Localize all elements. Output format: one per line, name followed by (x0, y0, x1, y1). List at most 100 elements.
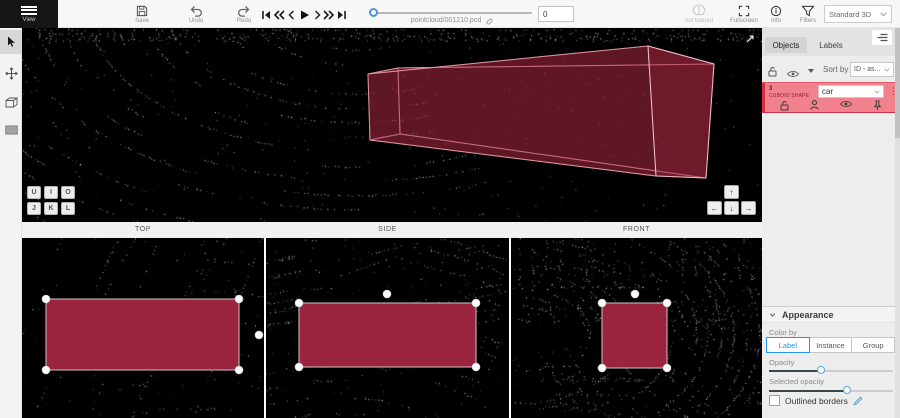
eye-icon (786, 71, 800, 77)
undo-button[interactable]: Undo (182, 2, 210, 26)
selected-opacity-slider-handle[interactable] (843, 386, 852, 394)
fast-rewind-icon (273, 10, 285, 20)
object-assignee-button[interactable] (810, 100, 819, 111)
rotate-handle[interactable] (382, 289, 392, 299)
corner-handle[interactable] (597, 363, 607, 373)
expand-all-caret[interactable] (808, 69, 814, 76)
object-lock-button[interactable] (780, 100, 789, 111)
side-view-label: SIDE (378, 226, 397, 233)
chevron-down-icon (874, 89, 880, 94)
rotate-handle[interactable] (630, 289, 640, 299)
cuboid-tool-button[interactable] (0, 90, 22, 114)
redo-button[interactable]: Redo (230, 2, 258, 26)
key-l-button[interactable]: L (61, 202, 75, 215)
play-button[interactable] (298, 8, 310, 20)
timeline-slider[interactable] (369, 8, 532, 17)
object-visibility-button[interactable] (840, 100, 852, 111)
previous-frame-button[interactable] (286, 8, 298, 20)
info-button[interactable]: Info (764, 2, 788, 26)
undo-label: Undo (188, 17, 204, 24)
panel-list-button[interactable] (872, 30, 892, 45)
skip-to-end-button[interactable] (336, 8, 348, 20)
top-view-panel[interactable] (22, 238, 264, 418)
corner-handle[interactable] (662, 298, 672, 308)
next-frame-button[interactable] (311, 8, 323, 20)
key-k-button[interactable]: K (44, 202, 58, 215)
object-more-button[interactable]: ⋮ (889, 86, 898, 96)
move-tool-button[interactable] (0, 61, 22, 85)
save-label: Save (135, 17, 149, 24)
corner-handle[interactable] (662, 363, 672, 373)
next-icon (315, 10, 321, 20)
selected-opacity-slider[interactable] (769, 386, 893, 394)
appearance-header[interactable]: Appearance (762, 306, 900, 323)
timeline-slider-handle[interactable] (369, 8, 378, 17)
panel-scrollbar-thumb[interactable] (895, 28, 900, 138)
object-pin-button[interactable] (873, 100, 882, 111)
color-by-label-button[interactable]: Label (766, 337, 810, 353)
expand-view-button[interactable] (745, 34, 755, 44)
sort-value: ID - as... (854, 66, 881, 73)
sort-select[interactable]: ID - as... (850, 62, 894, 77)
fullscreen-button[interactable]: Fullscreen (728, 2, 760, 26)
color-by-instance-button[interactable]: Instance (808, 337, 853, 353)
select-tool-button[interactable] (0, 30, 22, 54)
annotation-rect-side[interactable] (298, 302, 477, 368)
fast-forward-button[interactable] (323, 8, 335, 20)
corner-handle[interactable] (294, 298, 304, 308)
opacity-slider[interactable] (769, 366, 893, 374)
key-u-button[interactable]: U (27, 186, 41, 199)
corner-handle[interactable] (471, 362, 481, 372)
corner-handle[interactable] (471, 298, 481, 308)
side-view-panel[interactable] (266, 238, 509, 418)
tab-objects[interactable]: Objects (765, 37, 807, 53)
corner-handle[interactable] (41, 294, 51, 304)
outlined-borders-checkbox[interactable] (769, 395, 780, 406)
camera-nav-pad: ↑ ← ↓ → (707, 185, 756, 215)
filters-button[interactable]: Filters (794, 2, 822, 26)
object-class-select[interactable]: car (818, 85, 884, 98)
view-mode-select[interactable]: Standard 3D (824, 5, 892, 23)
not-trained-indicator[interactable]: not trained (682, 2, 716, 26)
frame-number-input[interactable] (538, 6, 574, 22)
annotation-rect-top[interactable] (45, 298, 240, 371)
save-button[interactable]: Save (128, 2, 156, 26)
rotation-key-hints: U I O J K L (27, 186, 75, 215)
lock-icon (780, 101, 789, 111)
annotation-rect-front[interactable] (601, 302, 668, 369)
lock-all-button[interactable] (768, 64, 777, 82)
key-j-button[interactable]: J (27, 202, 41, 215)
main-menu-button[interactable]: View (0, 0, 58, 28)
object-row-car[interactable]: 3 CUBOID SHAPE car ⋮ (762, 82, 900, 113)
main-3d-viewport[interactable]: U I O J K L ↑ ← ↓ → (22, 28, 762, 222)
box-fit-tool-button[interactable] (0, 118, 22, 142)
object-class-value: car (822, 87, 834, 96)
corner-handle[interactable] (294, 362, 304, 372)
visibility-all-button[interactable] (786, 65, 800, 83)
appearance-section: Appearance Color by Label Instance Group… (762, 306, 900, 418)
edit-pencil-icon[interactable] (853, 396, 863, 406)
panel-scrollbar[interactable] (895, 28, 900, 418)
color-by-group-button[interactable]: Group (851, 337, 896, 353)
front-view-panel[interactable] (511, 238, 762, 418)
view-mode-value: Standard 3D (829, 9, 872, 19)
key-i-button[interactable]: I (44, 186, 58, 199)
link-icon[interactable] (484, 16, 493, 25)
cuboid-annotation-3d[interactable] (22, 28, 762, 222)
tab-labels[interactable]: Labels (819, 40, 843, 50)
list-icon (877, 33, 887, 42)
nav-left-button[interactable]: ← (707, 201, 722, 215)
skip-to-start-button[interactable] (260, 8, 272, 20)
nav-right-button[interactable]: → (741, 201, 756, 215)
corner-handle[interactable] (597, 298, 607, 308)
corner-handle[interactable] (234, 294, 244, 304)
rotate-handle[interactable] (254, 330, 264, 340)
corner-handle[interactable] (41, 365, 51, 375)
fast-rewind-button[interactable] (273, 8, 285, 20)
key-o-button[interactable]: O (61, 186, 75, 199)
nav-up-button[interactable]: ↑ (724, 185, 739, 199)
ortho-label-strip: TOP SIDE FRONT (22, 222, 762, 238)
corner-handle[interactable] (234, 365, 244, 375)
opacity-slider-handle[interactable] (817, 366, 826, 374)
nav-down-button[interactable]: ↓ (724, 201, 739, 215)
